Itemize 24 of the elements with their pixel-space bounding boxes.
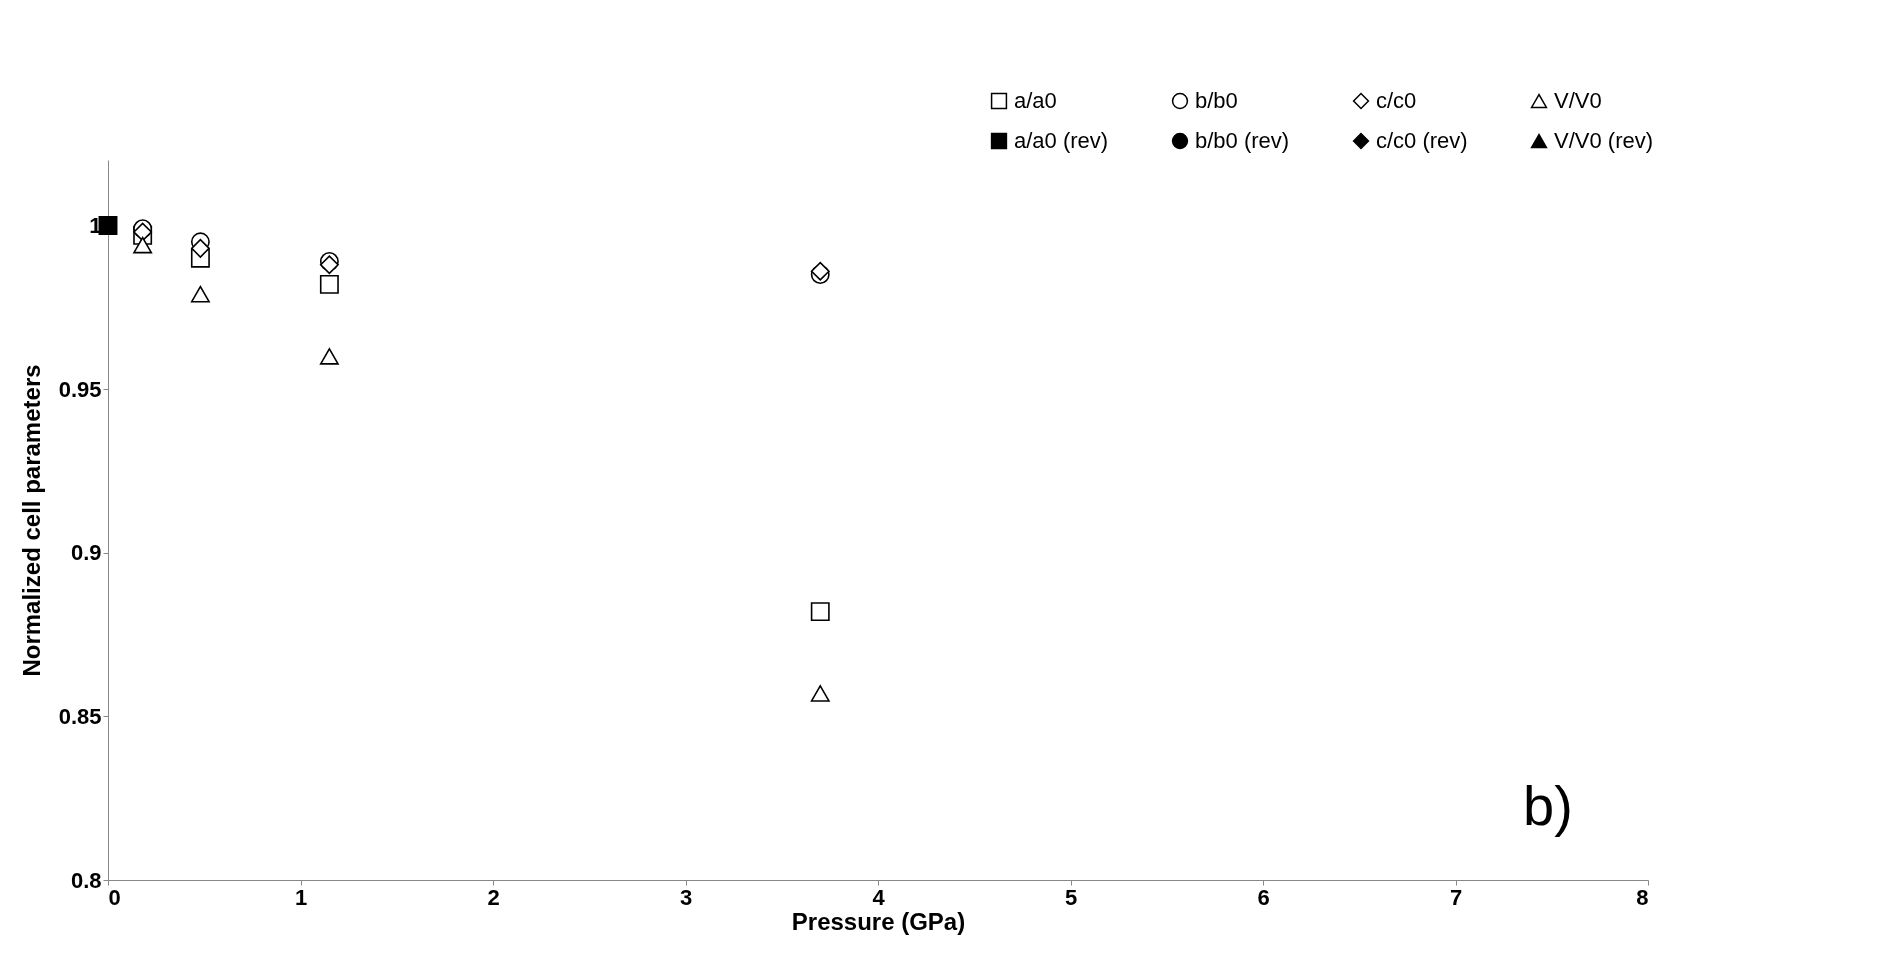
legend-label: b/b0 xyxy=(1195,88,1238,113)
y-tick-label: 0.8 xyxy=(70,867,102,893)
x-tick-label: 8 xyxy=(1636,884,1649,910)
annotation: b) xyxy=(1523,774,1573,837)
legend-label: b/b0 (rev) xyxy=(1195,128,1290,153)
x-tick-label: 5 xyxy=(1064,884,1078,910)
legend-label: V/V0 xyxy=(1554,88,1602,113)
y-tick-label: 0.95 xyxy=(58,376,102,402)
legend-label: c/c0 (rev) xyxy=(1376,128,1468,153)
legend-label: V/V0 (rev) xyxy=(1554,128,1654,153)
x-tick-label: 1 xyxy=(294,884,308,910)
x-tick-label: 0 xyxy=(108,884,121,910)
x-tick-label: 7 xyxy=(1449,884,1463,910)
x-tick-label: 3 xyxy=(679,884,693,910)
legend-label: a/a0 (rev) xyxy=(1014,128,1109,153)
x-axis-title: Pressure (GPa) xyxy=(791,907,966,935)
y-axis-title: Normalized cell parameters xyxy=(17,364,45,677)
y-tick-label: 0.85 xyxy=(58,703,102,729)
x-tick-label: 4 xyxy=(872,884,886,910)
x-tick-label: 6 xyxy=(1257,884,1270,910)
legend-label: c/c0 xyxy=(1376,88,1417,113)
y-tick-label: 0.9 xyxy=(70,540,102,566)
legend-label: a/a0 xyxy=(1014,88,1057,113)
x-tick-label: 2 xyxy=(487,884,500,910)
